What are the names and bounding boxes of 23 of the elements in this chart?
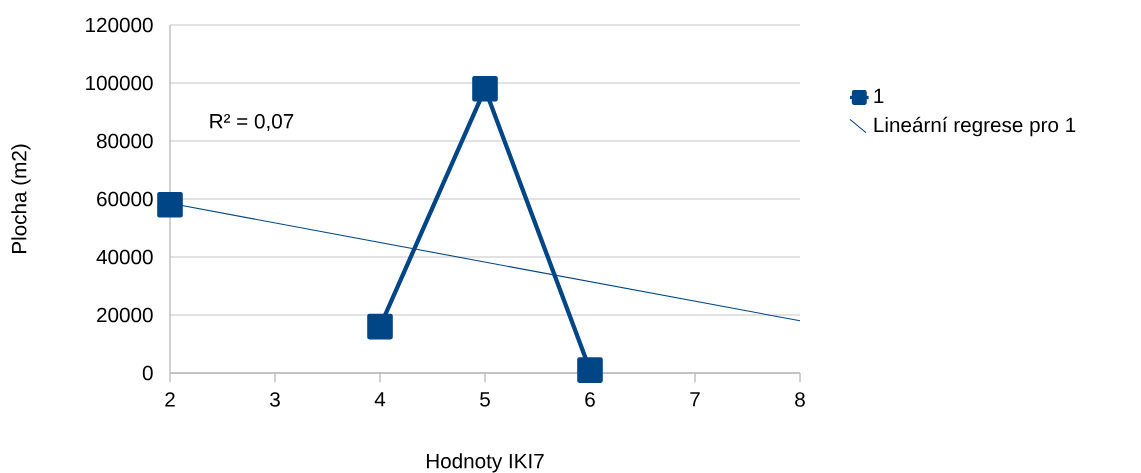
y-tick-label: 60000 <box>97 191 153 207</box>
x-tick-label: 2 <box>165 392 175 407</box>
x-tick-label: 5 <box>480 392 490 407</box>
annotation: R² = 0,07 <box>210 113 294 131</box>
y-tick-label: 40000 <box>96 249 153 265</box>
y-tick-label: 120000 <box>86 17 153 33</box>
x-tick-label: 7 <box>690 392 700 407</box>
legend-label: Lineární regrese pro 1 <box>874 116 1076 137</box>
x-tick-label: 6 <box>585 392 595 407</box>
legend-label: 1 <box>874 88 884 104</box>
y-tick-label: 100000 <box>86 75 153 91</box>
x-tick-label: 8 <box>795 392 805 407</box>
point <box>367 313 393 340</box>
point <box>577 357 603 383</box>
point <box>157 191 183 218</box>
y-tick-label: 20000 <box>97 307 153 323</box>
y-tick-label: 0 <box>142 365 153 381</box>
point <box>472 75 498 102</box>
x-axis-title: Hodnoty IKI7 <box>426 453 544 473</box>
x-tick-label: 4 <box>374 392 386 407</box>
x-tick-label: 3 <box>270 392 280 407</box>
y-axis-title: Plocha (m2) <box>11 144 31 253</box>
y-tick-label: 80000 <box>96 133 153 149</box>
